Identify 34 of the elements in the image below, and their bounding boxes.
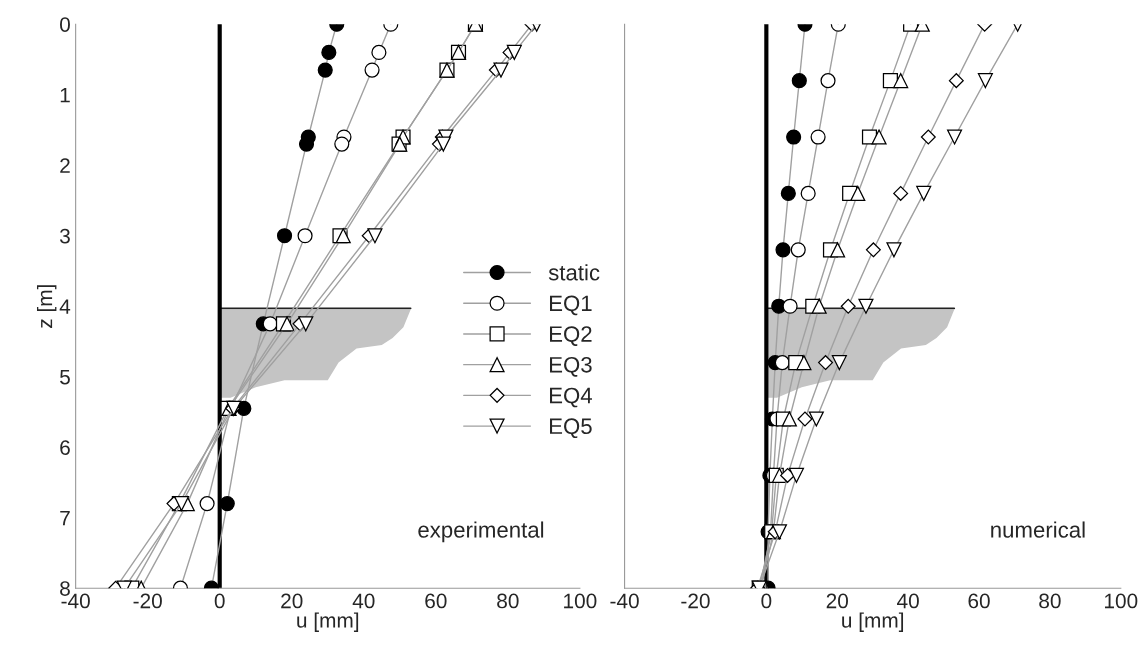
y-tick-label: 2 xyxy=(60,158,70,173)
annotation: experimental xyxy=(418,521,544,543)
x-tick-label: -20 xyxy=(133,593,162,609)
y-axis-title: z [m] xyxy=(36,285,57,328)
y-tick-label: 5 xyxy=(60,369,70,385)
x-tick-label: 40 xyxy=(897,593,919,609)
y-tick-label: 4 xyxy=(59,299,71,314)
x-tick-label: 80 xyxy=(497,593,519,609)
x-tick-label: -40 xyxy=(610,593,639,609)
y-tick-label: 0 xyxy=(60,17,70,32)
y-tick-label: 7 xyxy=(60,510,70,526)
y-tick-label: 3 xyxy=(59,228,70,244)
x-axis-title: u [mm] xyxy=(297,612,359,632)
legend-label: static xyxy=(548,264,600,281)
x-tick-label: 60 xyxy=(968,593,990,609)
x-tick-label: 20 xyxy=(281,593,303,609)
y-tick-label: 1 xyxy=(60,87,70,103)
x-tick-label: 20 xyxy=(826,593,849,609)
x-tick-label: 0 xyxy=(761,593,772,609)
legend-label: EQ5 xyxy=(550,418,592,439)
legend-label: EQ4 xyxy=(550,387,592,408)
x-axis-title: u [mm] xyxy=(842,612,904,632)
x-tick-label: 100 xyxy=(564,593,597,609)
x-tick-label: 80 xyxy=(1039,593,1061,609)
x-tick-label: 100 xyxy=(1105,593,1138,609)
annotation: numerical xyxy=(991,521,1085,538)
legend-label: EQ3 xyxy=(550,356,592,377)
x-tick-label: 0 xyxy=(214,593,225,609)
legend-label: EQ1 xyxy=(550,295,592,316)
x-tick-label: -20 xyxy=(681,593,710,609)
y-tick-label: 6 xyxy=(60,440,70,455)
x-tick-label: 60 xyxy=(425,593,447,609)
x-tick-label: 40 xyxy=(352,593,375,609)
legend-label: EQ2 xyxy=(550,326,592,346)
